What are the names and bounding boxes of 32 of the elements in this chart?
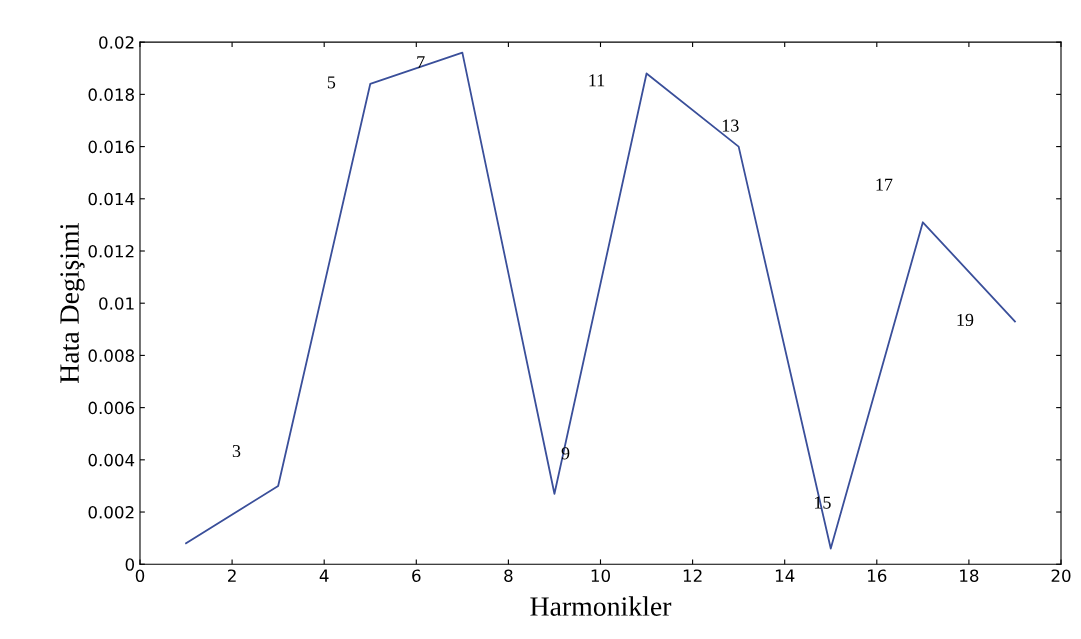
x-tick-label: 12 xyxy=(683,569,702,582)
y-tick-label: 0.016 xyxy=(88,140,135,154)
annotation: 13 xyxy=(722,119,739,132)
annotation: 17 xyxy=(876,178,893,191)
y-axis-title: Hata Degişimi xyxy=(60,223,85,384)
y-tick-label: 0.008 xyxy=(88,349,134,362)
y-tick-label: 0.002 xyxy=(88,505,134,519)
y-tick-label: 0.01 xyxy=(99,297,134,310)
y-tick-label: 0.018 xyxy=(88,88,134,101)
annotation: 5 xyxy=(327,76,336,89)
x-tick-label: 6 xyxy=(412,569,421,582)
x-tick-label: 2 xyxy=(228,569,236,582)
x-tick-label: 8 xyxy=(504,569,513,582)
y-tick-label: 0.004 xyxy=(88,453,135,467)
y-tick-label: 0.02 xyxy=(99,36,134,49)
x-tick-label: 4 xyxy=(319,569,329,582)
x-tick-label: 18 xyxy=(960,569,979,582)
annotation: 19 xyxy=(957,313,974,326)
y-tick-label: 0.014 xyxy=(88,192,135,206)
y-tick-label: 0.006 xyxy=(88,401,135,415)
y-tick-label: 0 xyxy=(125,558,135,571)
annotation: 3 xyxy=(232,444,241,458)
y-tick-label: 0.012 xyxy=(88,244,134,258)
x-tick-label: 10 xyxy=(591,569,610,582)
x-axis-title: Harmonikler xyxy=(530,596,672,616)
x-tick-label: 16 xyxy=(868,569,887,582)
line-series xyxy=(185,51,1016,550)
x-tick-label: 0 xyxy=(135,569,145,582)
annotation: 7 xyxy=(417,56,425,69)
x-tick-label: 14 xyxy=(775,569,795,582)
x-tick-label: 20 xyxy=(1051,569,1071,582)
annotation: 11 xyxy=(589,74,605,87)
